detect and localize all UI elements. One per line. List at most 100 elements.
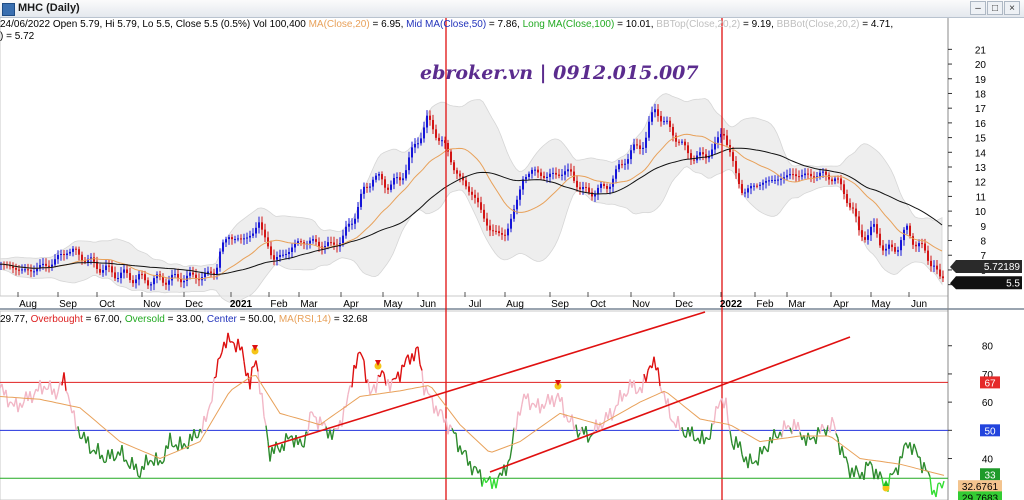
rsi-line-segment	[221, 341, 225, 353]
candle-body	[138, 274, 140, 280]
candle-body	[90, 257, 92, 259]
rsi-line-segment	[735, 436, 739, 448]
candle-body	[174, 274, 176, 276]
maximize-button[interactable]: □	[987, 1, 1003, 15]
x-tick-label: Aug	[19, 299, 37, 310]
rsi-line-segment	[249, 367, 253, 390]
rsi-line-segment	[521, 393, 525, 405]
candle-body	[927, 250, 929, 261]
rsi-line-segment	[425, 386, 429, 394]
candle-body	[642, 147, 644, 149]
x-tick-label: Feb	[756, 299, 774, 310]
rsi-line-segment	[701, 430, 705, 445]
legend-segment: BBBot(Close,20,2)	[776, 19, 860, 30]
price-tick-label: 16	[975, 119, 987, 130]
candle-body	[867, 235, 869, 240]
legend-segment: = 10.01,	[614, 19, 657, 30]
rsi-line-segment	[115, 451, 119, 459]
candle-body	[738, 173, 740, 185]
rsi-line-segment	[611, 412, 615, 421]
candle-body	[93, 257, 95, 262]
rsi-line-segment	[757, 446, 761, 466]
candle-body	[561, 174, 563, 176]
candle-body	[582, 187, 584, 190]
candle-body	[435, 129, 437, 138]
candle-body	[585, 187, 587, 189]
minimize-button[interactable]: –	[970, 1, 986, 15]
rsi-line-segment	[489, 476, 493, 489]
rsi-line-segment	[507, 458, 511, 463]
rsi-line-segment	[191, 428, 195, 442]
candle-body	[243, 238, 245, 240]
rsi-line-segment	[273, 441, 277, 454]
rsi-line-segment	[615, 404, 619, 407]
candle-body	[42, 263, 44, 266]
candle-body	[126, 269, 128, 274]
candle-body	[156, 274, 158, 279]
candle-body	[633, 144, 635, 151]
rsi-line-segment	[83, 431, 87, 444]
price-tick-label: 18	[975, 89, 987, 100]
signal-arrow	[555, 380, 561, 386]
legend-segment: MA(RSI,14)	[278, 314, 332, 325]
candle-body	[432, 119, 434, 130]
rsi-label-text: 67	[984, 378, 996, 389]
rsi-line-segment	[577, 432, 581, 438]
candle-body	[99, 268, 101, 273]
rsi-line-segment	[511, 427, 515, 447]
rsi-line-segment	[771, 429, 775, 444]
candle-body	[675, 135, 677, 142]
candle-body	[831, 179, 833, 182]
candle-body	[909, 225, 911, 237]
candle-body	[276, 257, 278, 260]
candle-body	[411, 147, 413, 158]
rsi-line-segment	[255, 360, 259, 372]
candle-body	[294, 242, 296, 248]
rsi-line-segment	[241, 346, 245, 362]
candle-body	[318, 241, 320, 247]
candle-body	[165, 282, 167, 285]
rsi-line-segment	[527, 393, 531, 411]
candle-body	[513, 209, 515, 219]
close-button[interactable]: ×	[1004, 1, 1020, 15]
rsi-line-segment	[763, 445, 767, 450]
candle-body	[837, 178, 839, 180]
candle-body	[594, 194, 596, 197]
candle-body	[708, 156, 710, 159]
rsi-label-box	[980, 376, 1000, 389]
rsi-line-segment	[447, 424, 451, 435]
window-title: MHC (Daily)	[18, 2, 80, 14]
rsi-line-segment	[717, 401, 721, 409]
candle-body	[744, 192, 746, 194]
window-titlebar[interactable]: MHC (Daily) – □ ×	[0, 0, 1024, 18]
rsi-line-segment	[529, 403, 533, 411]
price-tick-label: 17	[975, 104, 987, 115]
rsi-line-segment	[389, 379, 393, 392]
rsi-line-segment	[257, 371, 261, 395]
candle-body	[27, 269, 29, 271]
mid-ma-line	[0, 147, 943, 276]
legend-segment: BBTop(Close,20,2)	[656, 19, 741, 30]
candle-body	[153, 278, 155, 285]
candle-body	[762, 182, 764, 185]
candle-body	[495, 230, 497, 232]
rsi-line-segment	[163, 445, 167, 462]
rsi-line-segment	[495, 477, 499, 489]
candle-body	[378, 174, 380, 176]
rsi-line-segment	[595, 419, 599, 432]
legend-segment: Long MA(Close,100)	[522, 19, 615, 30]
rsi-line-segment	[43, 385, 47, 390]
candle-body	[162, 276, 164, 283]
rsi-line-segment	[121, 445, 125, 462]
candle-body	[753, 185, 755, 187]
candle-body	[393, 178, 395, 185]
candle-body	[486, 218, 488, 226]
candle-body	[24, 269, 26, 271]
rsi-line-segment	[901, 445, 905, 459]
x-tick-label: Jun	[911, 299, 927, 310]
rsi-label-box	[980, 468, 1000, 481]
rsi-line-segment	[781, 420, 785, 438]
rsi-line-segment	[909, 442, 913, 455]
rsi-line-segment	[587, 436, 591, 443]
